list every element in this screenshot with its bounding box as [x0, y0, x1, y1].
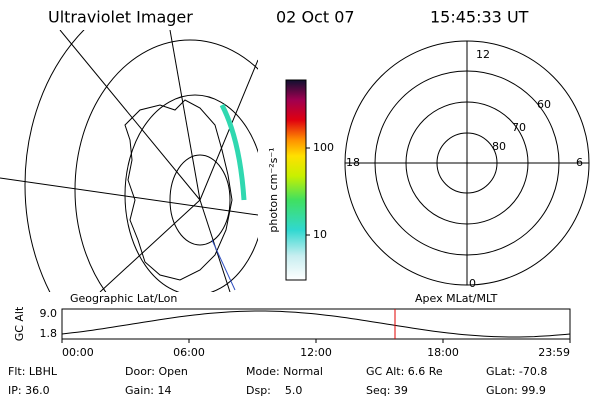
x-tick-label: 18:00 — [427, 346, 459, 359]
colorbar — [285, 79, 307, 281]
mlt-label: 6 — [576, 156, 583, 169]
footer-field: GLon: 99.9 — [486, 384, 546, 397]
lat-label: 60 — [537, 98, 551, 111]
x-tick-label: 06:00 — [173, 346, 205, 359]
mlt-label: 18 — [346, 156, 360, 169]
x-tick-label: 12:00 — [300, 346, 332, 359]
left-map-label: Geographic Lat/Lon — [70, 292, 177, 305]
colorbar-tick: 100 — [313, 141, 334, 154]
mlt-label: 12 — [476, 48, 490, 61]
lat-label: 70 — [512, 121, 526, 134]
footer-field: GC Alt: 6.6 Re — [366, 365, 443, 378]
footer-field: IP: 36.0 — [8, 384, 50, 397]
time: 15:45:33 UT — [430, 8, 529, 27]
lat-label: 80 — [492, 140, 506, 153]
polar-grid — [344, 40, 590, 286]
polar-map-label: Apex MLat/MLT — [415, 292, 498, 305]
footer: Flt: LBHL Door: Open Mode: Normal GC Alt: 6… — [8, 365, 547, 397]
altitude-ytick: 1.8 — [40, 327, 58, 340]
x-tick-label: 23:59 — [538, 346, 570, 359]
title: Ultraviolet Imager — [48, 8, 193, 27]
colorbar-tick: 10 — [313, 228, 327, 241]
footer-field: GLat: -70.8 — [486, 365, 547, 378]
mlt-label: 0 — [469, 277, 476, 290]
altitude-curve — [61, 310, 571, 338]
geo-map — [0, 30, 258, 292]
date: 02 Oct 07 — [276, 8, 355, 27]
footer-field: Mode: Normal — [246, 365, 323, 378]
altitude-ylabel: GC Alt — [13, 306, 26, 341]
footer-field: Dsp: 5.0 — [246, 384, 302, 397]
x-tick-label: 00:00 — [62, 346, 94, 359]
footer-field: Seq: 39 — [366, 384, 408, 397]
altitude-xticks: 00:00 06:00 12:00 18:00 23:59 — [61, 339, 571, 359]
colorbar-unit: photon cm⁻²s⁻¹ — [267, 147, 280, 232]
footer-field: Door: Open — [125, 365, 188, 378]
altitude-ytick: 9.0 — [40, 307, 58, 320]
footer-field: Gain: 14 — [125, 384, 172, 397]
footer-field: Flt: LBHL — [8, 365, 58, 378]
